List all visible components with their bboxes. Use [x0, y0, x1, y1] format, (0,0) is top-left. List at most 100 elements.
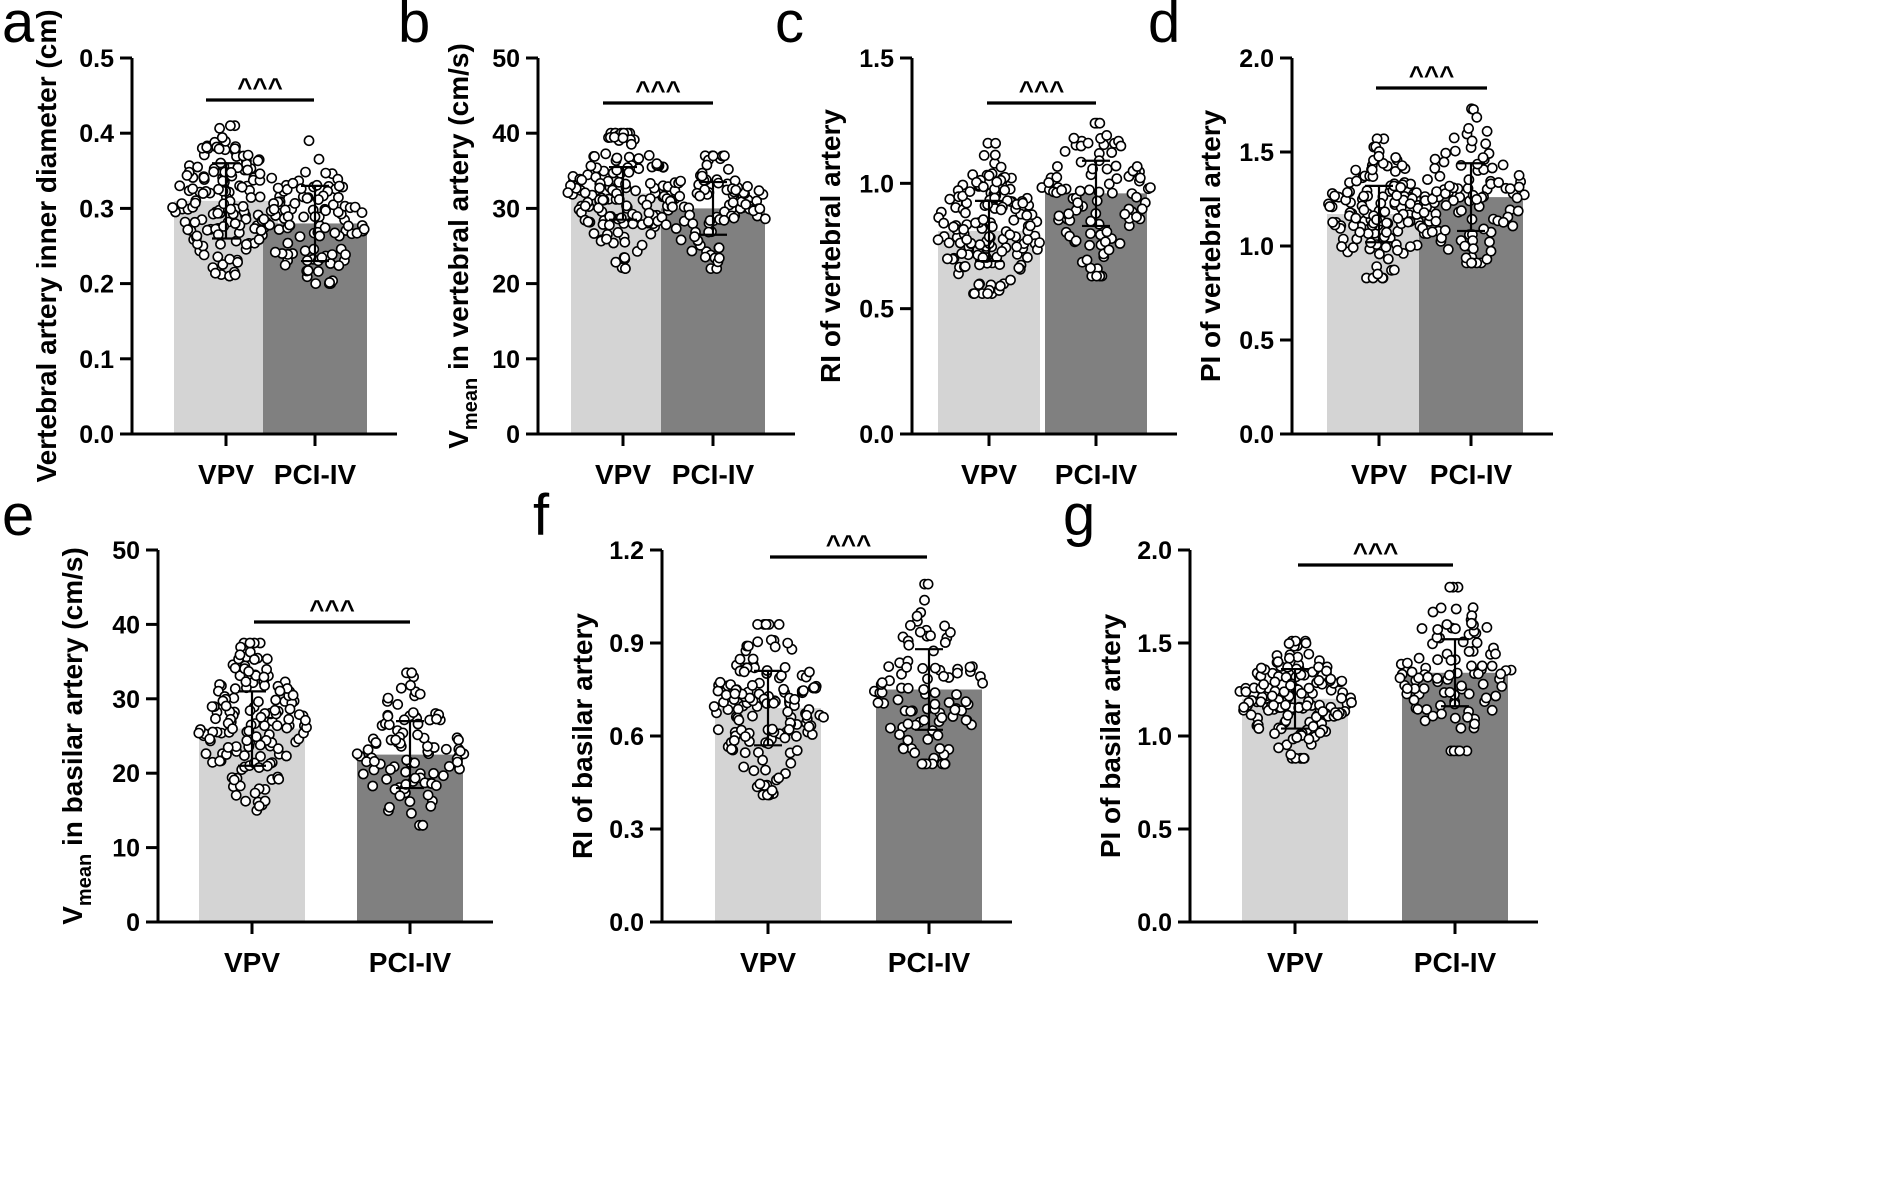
data-point: [414, 688, 426, 700]
y-tick-label: 0.0: [1137, 909, 1172, 937]
data-point: [287, 689, 299, 701]
data-point: [1426, 226, 1438, 238]
data-point: [252, 155, 264, 167]
data-point: [1507, 220, 1519, 232]
data-point: [404, 796, 416, 807]
data-point: [803, 721, 815, 733]
data-point: [1342, 186, 1353, 198]
data-point: [585, 160, 597, 172]
data-point: [1430, 215, 1442, 227]
data-point: [200, 748, 212, 760]
data-point: [1454, 745, 1466, 757]
data-point: [1392, 244, 1403, 256]
data-point: [902, 682, 914, 694]
data-point: [782, 637, 794, 649]
data-point: [597, 194, 609, 206]
x-tick-label-vpv: VPV: [740, 947, 796, 978]
x-tick-label-vpv: VPV: [224, 947, 280, 978]
panel-letter: b: [398, 0, 430, 55]
data-point: [960, 696, 972, 708]
data-point: [902, 718, 914, 730]
data-point: [1285, 680, 1296, 691]
data-point: [384, 764, 396, 775]
data-point: [314, 230, 326, 242]
data-point: [254, 191, 266, 203]
data-point: [779, 662, 791, 673]
data-point: [999, 184, 1011, 196]
data-point: [1043, 177, 1055, 188]
data-point: [944, 193, 956, 205]
data-point: [1390, 152, 1402, 163]
data-point: [274, 685, 286, 697]
data-point: [1282, 661, 1293, 673]
y-tick-label: 0.0: [609, 909, 644, 937]
x-tick-label-pci-iv: PCI-IV: [1430, 459, 1513, 490]
data-point: [894, 729, 905, 740]
data-point: [989, 149, 1001, 161]
panel-f: f 0.0 0.3 0.6 0.9 1.2 VPV PCI-IV RI of basilar a…: [533, 483, 1012, 978]
data-point: [258, 213, 270, 225]
data-point: [1072, 197, 1084, 209]
panel-e: e 0 10 20 30 40 50 VPV PCI-IV Vmean in basilar ar…: [2, 483, 493, 978]
data-point: [952, 667, 963, 679]
data-point: [960, 714, 972, 726]
data-point: [1329, 190, 1340, 202]
data-point: [270, 694, 282, 706]
data-point: [332, 191, 344, 203]
data-point: [298, 211, 310, 223]
data-point: [623, 166, 635, 178]
y-tick-label: 1.0: [1137, 723, 1172, 751]
error-bar-vpv: [238, 690, 266, 767]
data-point: [1456, 205, 1467, 217]
data-point: [1444, 581, 1456, 593]
data-point: [1103, 244, 1115, 256]
data-point: [996, 245, 1008, 257]
data-point: [582, 216, 594, 228]
data-point: [898, 743, 909, 755]
data-point: [1480, 692, 1492, 704]
x-tick-label-pci-iv: PCI-IV: [1055, 459, 1138, 490]
data-point: [1477, 678, 1489, 690]
data-point: [743, 640, 754, 652]
data-point: [1381, 226, 1392, 238]
data-point: [732, 703, 744, 715]
data-point: [230, 789, 242, 801]
data-point: [1380, 241, 1392, 253]
data-point: [601, 233, 612, 245]
data-point: [1456, 680, 1467, 692]
error-bar-pci-iv: [1457, 162, 1485, 233]
y-axis-title: PI of vertebral artery: [1195, 109, 1226, 382]
bar-vpv: [571, 193, 675, 434]
data-point: [1051, 171, 1063, 183]
data-point: [384, 801, 395, 813]
data-point: [1091, 195, 1103, 207]
data-point: [272, 182, 284, 194]
data-point: [675, 234, 687, 246]
data-point: [876, 677, 888, 689]
data-point: [1298, 752, 1310, 764]
data-point: [633, 153, 645, 164]
data-point: [643, 216, 654, 227]
data-point: [1272, 656, 1284, 668]
data-point: [604, 219, 615, 231]
data-point: [766, 785, 778, 796]
data-point: [1285, 749, 1297, 760]
data-point: [1013, 262, 1025, 274]
data-point: [903, 639, 915, 651]
data-point: [939, 758, 951, 770]
data-point: [1103, 178, 1115, 190]
data-point: [1303, 733, 1315, 745]
error-bar-pci-iv: [699, 180, 727, 236]
data-point: [1253, 723, 1265, 734]
data-point: [1477, 152, 1489, 163]
data-point: [1313, 675, 1325, 686]
data-point: [901, 661, 912, 673]
data-point: [1245, 709, 1257, 721]
y-tick-label: 0.5: [859, 296, 894, 324]
data-point: [342, 220, 354, 232]
data-point: [977, 252, 989, 263]
y-tick-label: 10: [492, 346, 520, 374]
significance-marker: ^^^: [603, 75, 713, 105]
data-point: [1258, 679, 1270, 690]
data-point: [714, 676, 726, 688]
